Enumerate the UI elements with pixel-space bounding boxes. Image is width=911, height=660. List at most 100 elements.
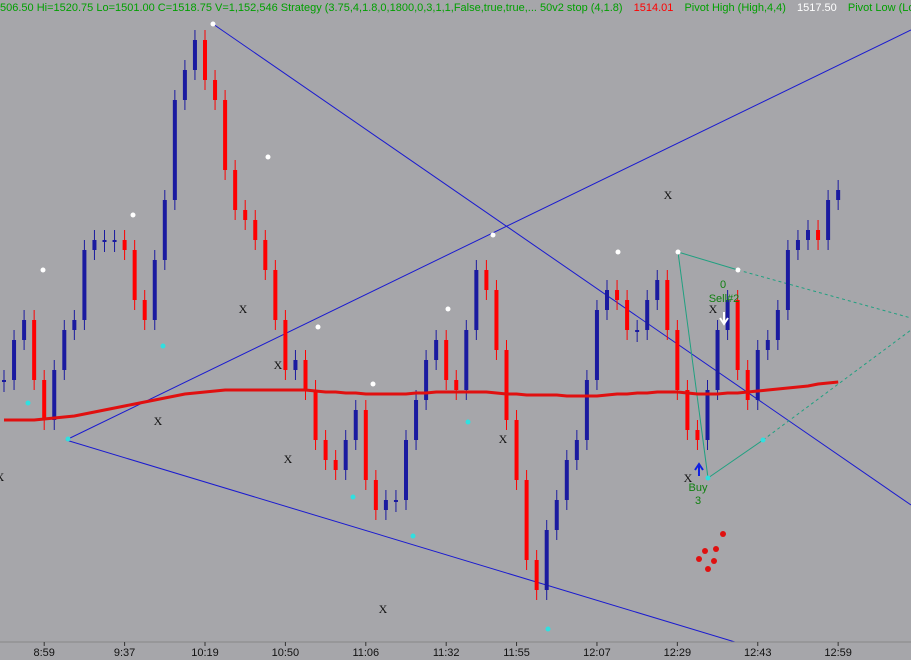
bar xyxy=(243,210,248,220)
bar xyxy=(464,330,469,390)
bar xyxy=(715,330,720,390)
bar xyxy=(92,240,97,250)
bar xyxy=(303,360,308,390)
header: 506.50 Hi=1520.75 Lo=1501.00 C=1518.75 V… xyxy=(0,2,911,14)
bar xyxy=(132,250,137,300)
dot xyxy=(702,548,708,554)
bar xyxy=(574,440,579,460)
bar xyxy=(735,300,740,370)
pivot-low xyxy=(465,419,471,425)
bar xyxy=(253,220,258,240)
bar xyxy=(82,250,87,320)
bar xyxy=(102,240,107,242)
x-tick-label: 10:19 xyxy=(191,647,219,659)
channel-line xyxy=(677,251,709,479)
bar xyxy=(22,320,27,340)
bar xyxy=(343,440,348,470)
bar xyxy=(494,290,499,350)
bar xyxy=(745,370,750,400)
bars xyxy=(2,30,841,600)
annotations: X X X X X X X X X X 0 Sell#2 Buy 3 xyxy=(0,188,739,616)
signal-label: Sell#2 xyxy=(709,293,740,305)
bar xyxy=(806,230,810,240)
pivot-low xyxy=(350,494,356,500)
bar xyxy=(293,360,298,370)
header-item: 1517.50 xyxy=(797,2,837,14)
buy-arrow xyxy=(694,462,704,476)
header-item: 506.50 Hi=1520.75 Lo=1501.00 C=1518.75 V… xyxy=(0,2,623,14)
bar xyxy=(152,260,157,320)
bar xyxy=(775,310,780,340)
bar xyxy=(233,170,238,210)
bar xyxy=(705,390,710,440)
header-item: Pivot Low (Low xyxy=(848,2,911,14)
pivot-high xyxy=(490,232,496,238)
pivot-high xyxy=(675,249,681,255)
bar xyxy=(625,300,630,330)
dot xyxy=(711,558,717,564)
marker: X xyxy=(684,471,693,485)
x-tick-label: 12:59 xyxy=(824,647,852,659)
trendline xyxy=(65,439,736,643)
pivot-high xyxy=(315,324,321,330)
bar xyxy=(223,100,228,170)
bar xyxy=(524,480,529,560)
pivot-high xyxy=(210,21,216,27)
sell-arrow xyxy=(719,312,729,326)
x-tick-label: 10:50 xyxy=(272,647,300,659)
bar xyxy=(263,240,268,270)
bar xyxy=(273,270,278,320)
marker: X xyxy=(0,470,5,484)
bar xyxy=(725,300,730,330)
pivot-low xyxy=(65,436,71,442)
trendlines xyxy=(65,23,911,643)
bar xyxy=(605,290,609,310)
signal-label: 3 xyxy=(695,495,701,507)
bar xyxy=(122,240,127,250)
bar xyxy=(323,440,328,460)
bar xyxy=(333,460,338,470)
dot xyxy=(696,556,702,562)
bar xyxy=(685,390,690,430)
bar xyxy=(203,40,207,80)
x-tick-label: 9:37 xyxy=(114,647,135,659)
bar xyxy=(283,320,288,370)
bar xyxy=(544,530,549,590)
bar xyxy=(826,200,831,240)
bar xyxy=(363,410,368,480)
bar xyxy=(795,240,800,250)
bar xyxy=(675,330,680,390)
x-tick-label: 11:55 xyxy=(503,647,530,659)
channel-line xyxy=(677,251,739,271)
bar xyxy=(32,320,37,380)
dot xyxy=(720,531,726,537)
bar xyxy=(72,320,77,330)
marker: X xyxy=(274,358,283,372)
moving-average xyxy=(4,380,839,422)
trendline xyxy=(65,29,911,441)
bar xyxy=(665,280,670,330)
pivot-low xyxy=(760,437,766,443)
bar xyxy=(383,500,388,510)
bar xyxy=(12,340,17,380)
bar xyxy=(172,100,177,200)
marker: X xyxy=(379,602,388,616)
bar xyxy=(755,350,760,400)
bar xyxy=(765,340,770,350)
bar xyxy=(504,350,509,420)
bar xyxy=(182,70,187,100)
bar xyxy=(52,370,57,420)
trendline xyxy=(212,23,911,506)
bar xyxy=(444,340,449,380)
dot xyxy=(705,566,711,572)
bar xyxy=(373,480,378,510)
channel-line xyxy=(762,329,911,441)
pivot-high xyxy=(370,381,376,387)
bar xyxy=(594,310,599,380)
marker: X xyxy=(284,452,293,466)
x-tick-label: 12:29 xyxy=(664,647,692,659)
channel-line xyxy=(707,439,764,479)
bar xyxy=(424,360,429,400)
